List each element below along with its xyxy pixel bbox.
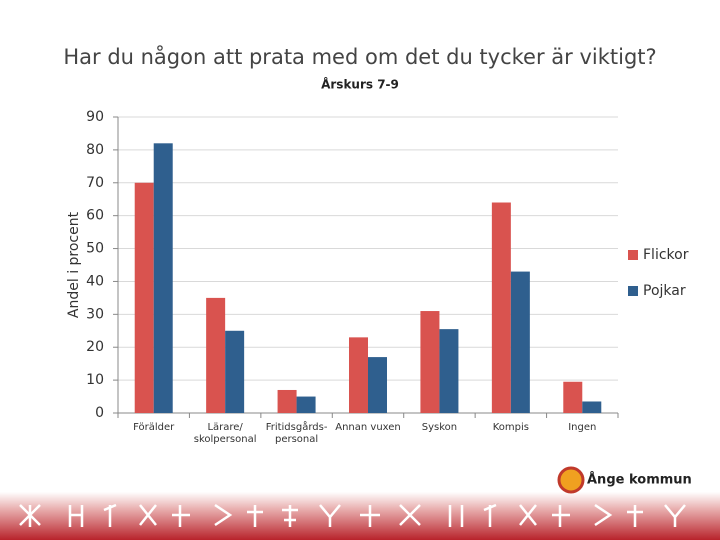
y-tick-label: 0 [95,405,104,421]
legend-label: Flickor [643,247,689,263]
x-tick-label: Ingen [568,422,597,433]
y-tick-label: 60 [86,208,104,224]
x-tick-label: Kompis [492,422,529,433]
bar [134,182,154,413]
bar [349,337,368,413]
legend-swatch [628,250,638,260]
bar [277,389,297,413]
y-tick-label: 50 [86,241,104,257]
chart-title: Har du någon att prata med om det du tyc… [63,44,656,69]
bar [582,401,602,413]
bar [491,202,511,413]
bar [206,297,226,413]
x-tick-label: Lärare/ skolpersonal [193,422,257,445]
y-tick-label: 20 [86,339,104,355]
bar [368,357,387,413]
bar [563,381,583,413]
y-axis-label: Andel i procent [66,211,82,318]
bar [225,330,245,413]
y-tick-label: 30 [86,306,104,322]
x-tick-label: Fritidsgårds- personal [265,422,328,445]
y-tick-label: 40 [86,273,104,289]
chart-subtitle: Årskurs 7-9 [321,77,399,92]
bar [153,143,173,414]
legend-swatch [628,286,638,296]
x-tick-label: Annan vuxen [335,422,401,433]
bar [510,271,530,413]
x-tick-label: Syskon [421,422,458,433]
bar [439,329,459,413]
legend-label: Pojkar [643,283,686,299]
bar [420,311,440,413]
logo-icon [557,466,585,494]
y-tick-label: 10 [86,372,104,388]
bar [296,396,316,413]
y-tick-label: 90 [86,109,104,125]
footer-runes [19,503,686,527]
logo-text: Ånge kommun [587,472,692,488]
y-tick-label: 80 [86,142,104,158]
y-tick-label: 70 [86,175,104,191]
x-tick-label: Förälder [133,422,175,433]
